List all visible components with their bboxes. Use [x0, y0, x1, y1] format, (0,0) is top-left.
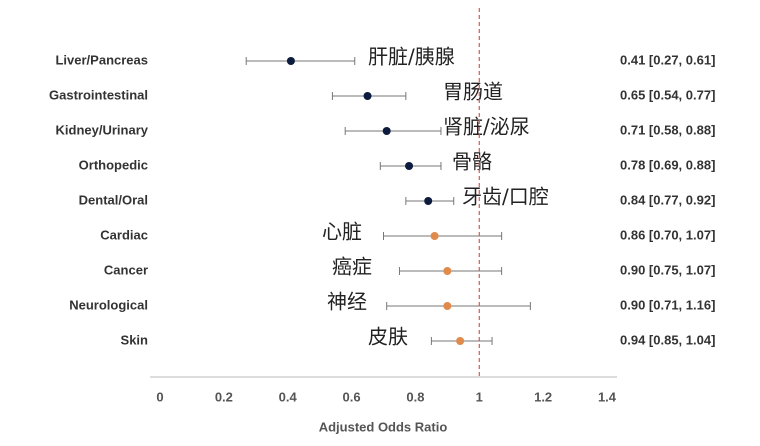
category-label: Skin [121, 332, 149, 347]
point [443, 302, 452, 310]
x-tick-label: 0 [156, 389, 163, 404]
x-tick-label: 1.2 [534, 389, 552, 404]
point [430, 232, 439, 240]
annotation: 肾脏/泌尿 [443, 115, 530, 139]
annotation: 心脏 [322, 220, 362, 244]
value-label: 0.94 [0.85, 1.04] [620, 332, 715, 347]
category-label: Dental/Oral [79, 192, 148, 207]
category-label: Gastrointestinal [49, 87, 148, 102]
point [405, 162, 414, 170]
x-tick-label: 1 [476, 389, 483, 404]
annotation: 骨骼 [452, 150, 492, 174]
point [456, 337, 465, 345]
category-label: Cancer [104, 262, 148, 277]
value-label: 0.90 [0.75, 1.07] [620, 262, 715, 277]
value-label: 0.86 [0.70, 1.07] [620, 227, 715, 242]
annotation: 牙齿/口腔 [462, 185, 549, 209]
x-tick-label: 0.2 [215, 389, 233, 404]
x-tick-label: 1.4 [598, 389, 617, 404]
point [382, 127, 391, 135]
point [363, 92, 372, 100]
value-label: 0.71 [0.58, 0.88] [620, 122, 715, 137]
category-label: Kidney/Urinary [56, 122, 149, 137]
point [424, 197, 433, 205]
category-label: Cardiac [100, 227, 148, 242]
annotation: 胃肠道 [443, 80, 503, 104]
category-label: Liver/Pancreas [55, 52, 148, 67]
point [443, 267, 452, 275]
annotation: 癌症 [332, 255, 372, 279]
value-label: 0.41 [0.27, 0.61] [620, 52, 715, 67]
x-tick-label: 0.4 [279, 389, 298, 404]
value-label: 0.65 [0.54, 0.77] [620, 87, 715, 102]
value-label: 0.78 [0.69, 0.88] [620, 157, 715, 172]
point [286, 57, 295, 65]
category-label: Orthopedic [79, 157, 148, 172]
value-label: 0.84 [0.77, 0.92] [620, 192, 715, 207]
x-axis-title: Adjusted Odds Ratio [319, 419, 448, 434]
annotation: 肝脏/胰腺 [368, 45, 455, 69]
category-label: Neurological [69, 297, 148, 312]
value-label: 0.90 [0.71, 1.16] [620, 297, 715, 312]
annotation: 皮肤 [368, 325, 408, 349]
annotation: 神经 [327, 290, 367, 314]
x-tick-label: 0.8 [406, 389, 424, 404]
x-tick-label: 0.6 [343, 389, 361, 404]
